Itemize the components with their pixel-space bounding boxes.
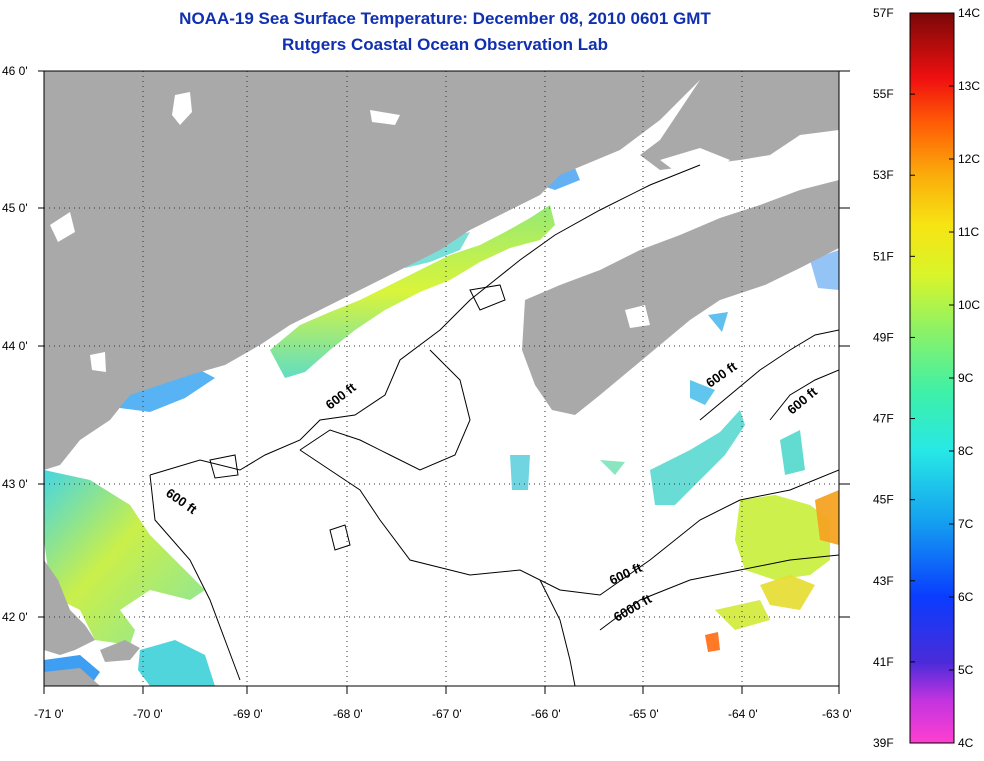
colorbar-fahrenheit-label: 41F [873, 655, 894, 669]
colorbar-gradient [909, 12, 955, 744]
lon-tick-label: -69 0' [233, 707, 263, 721]
colorbar: 57F 55F 53F 51F 49F 47F 45F 43F 41F 39F 14C 13C 12C… [873, 6, 980, 750]
colorbar-celsius-label: 12C [958, 152, 980, 166]
bathymetry-contours [149, 164, 839, 686]
colorbar-celsius-label: 8C [958, 444, 974, 458]
colorbar-celsius-label: 10C [958, 298, 980, 312]
colorbar-fahrenheit-label: 43F [873, 574, 894, 588]
lon-tick-label: -67 0' [432, 707, 462, 721]
lon-tick-label: -70 0' [133, 707, 163, 721]
lon-tick-label: -65 0' [629, 707, 659, 721]
colorbar-celsius-label: 11C [958, 225, 979, 239]
lat-tick-label: 45 0' [2, 201, 28, 215]
lon-tick-label: -63 0' [822, 707, 852, 721]
colorbar-fahrenheit-label: 55F [873, 87, 894, 101]
colorbar-fahrenheit-label: 39F [873, 736, 894, 750]
colorbar-fahrenheit-label: 53F [873, 168, 894, 182]
colorbar-celsius-label: 9C [958, 371, 974, 385]
colorbar-fahrenheit-label: 47F [873, 412, 894, 426]
map-subtitle: Rutgers Coastal Ocean Observation Lab [282, 35, 608, 54]
lat-tick-label: 43 0' [2, 477, 28, 491]
land-layer [44, 71, 839, 686]
colorbar-fahrenheit-label: 49F [873, 330, 894, 344]
colorbar-celsius-label: 13C [958, 79, 980, 93]
colorbar-fahrenheit-label: 51F [873, 249, 894, 263]
colorbar-fahrenheit-label: 45F [873, 493, 894, 507]
colorbar-celsius-label: 14C [958, 6, 980, 20]
plot-frame [43, 70, 840, 687]
colorbar-celsius-label: 6C [958, 590, 974, 604]
lon-tick-label: -71 0' [34, 707, 64, 721]
axis-ticks [38, 70, 850, 694]
colorbar-celsius-label: 5C [958, 663, 974, 677]
colorbar-fahrenheit-label: 57F [873, 6, 894, 20]
lat-tick-label: 46 0' [2, 64, 28, 78]
lakes-layer [50, 92, 730, 372]
map-title: NOAA-19 Sea Surface Temperature: Decembe… [179, 9, 711, 28]
lon-tick-label: -66 0' [531, 707, 561, 721]
lon-tick-label: -64 0' [728, 707, 758, 721]
lon-tick-label: -68 0' [333, 707, 363, 721]
colorbar-celsius-label: 7C [958, 517, 974, 531]
colorbar-celsius-label: 4C [958, 736, 974, 750]
lat-tick-label: 42 0' [2, 610, 28, 624]
lat-tick-label: 44 0' [2, 339, 28, 353]
